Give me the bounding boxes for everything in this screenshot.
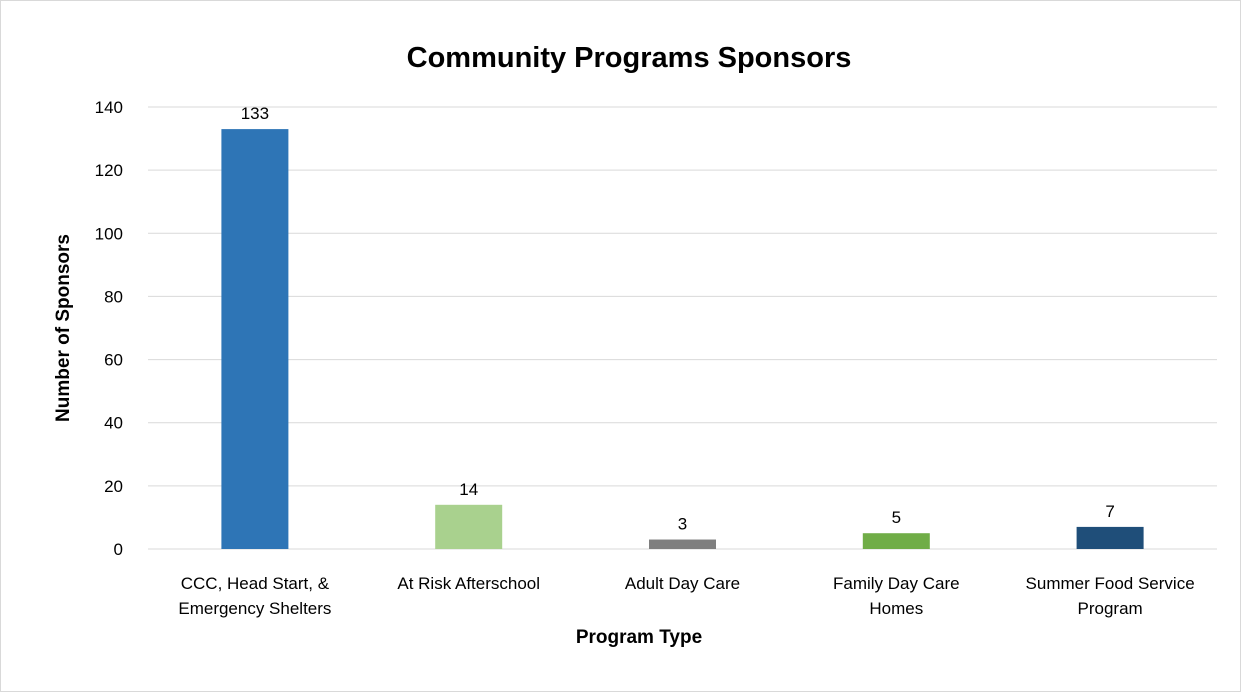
data-label: 133 [241, 104, 269, 123]
bar [1076, 526, 1144, 549]
x-axis-categories: CCC, Head Start, & Emergency Shelters At R… [178, 574, 1194, 618]
y-tick-label: 0 [114, 540, 123, 559]
x-category-label: Program [1078, 599, 1143, 618]
bar [221, 129, 289, 549]
data-labels: 133 14 3 5 7 [241, 104, 1115, 533]
x-category-label: Homes [869, 599, 923, 618]
gridlines [148, 106, 1217, 550]
x-category-label: At Risk Afterschool [397, 574, 540, 593]
data-label: 5 [892, 508, 901, 527]
bar [435, 504, 503, 549]
y-tick-label: 120 [95, 161, 123, 180]
y-tick-label: 20 [104, 477, 123, 496]
x-category-label: Family Day Care [833, 574, 960, 593]
y-axis-title: Number of Sponsors [53, 234, 74, 422]
y-tick-label: 60 [104, 351, 123, 370]
y-tick-label: 140 [95, 98, 123, 117]
x-category-label: CCC, Head Start, & [181, 574, 330, 593]
x-category-label: Summer Food Service [1026, 574, 1195, 593]
data-label: 3 [678, 515, 687, 534]
bar [862, 533, 930, 549]
x-category-label: Emergency Shelters [178, 599, 331, 618]
y-tick-label: 100 [95, 224, 123, 243]
x-axis-title: Program Type [576, 627, 702, 648]
bars [221, 129, 1144, 549]
y-tick-label: 80 [104, 287, 123, 306]
data-label: 7 [1105, 502, 1114, 521]
y-tick-label: 40 [104, 414, 123, 433]
x-category-label: Adult Day Care [625, 574, 740, 593]
data-label: 14 [459, 480, 478, 499]
y-axis-ticks: 0 20 40 60 80 100 120 140 [95, 98, 123, 559]
chart-title: Community Programs Sponsors [407, 42, 852, 74]
bar [649, 539, 716, 549]
